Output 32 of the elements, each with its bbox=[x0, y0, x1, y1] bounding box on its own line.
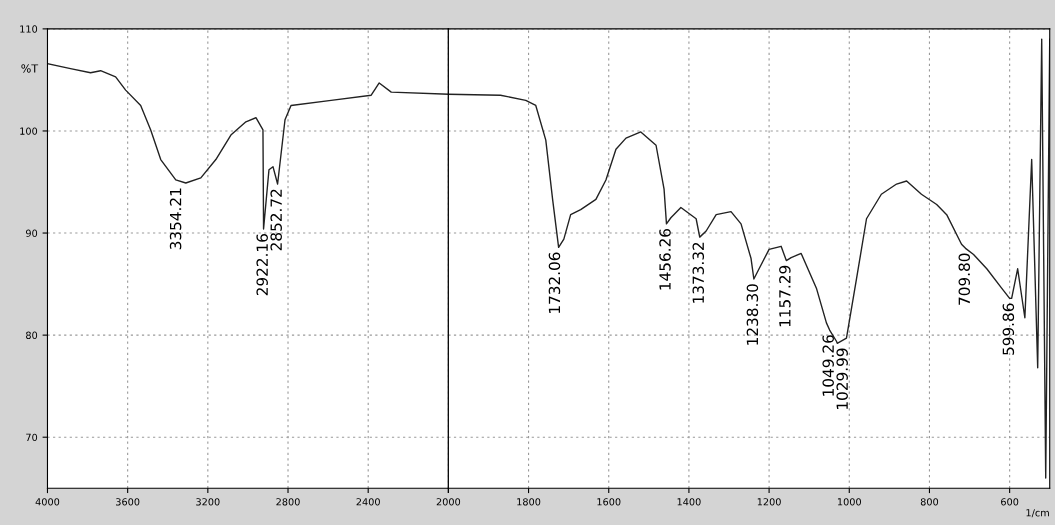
y-tick-label: 100 bbox=[20, 127, 38, 135]
x-tick-label: 1000 bbox=[837, 498, 861, 506]
y-tick-label: 70 bbox=[26, 433, 38, 442]
y-axis-title: %T bbox=[21, 64, 39, 73]
annotation: 1029.99 bbox=[836, 348, 848, 409]
x-tick-label: 1600 bbox=[597, 498, 621, 506]
annotation: 3354.21 bbox=[169, 188, 182, 250]
x-tick-label: 2400 bbox=[356, 498, 380, 506]
x-tick-label: 1400 bbox=[677, 498, 701, 506]
x-tick-label: 3600 bbox=[116, 498, 140, 506]
x-tick-label: 2000 bbox=[436, 498, 461, 506]
x-tick-label: 1800 bbox=[517, 498, 541, 506]
annotation: 2852.72 bbox=[270, 189, 282, 251]
x-tick-label: 800 bbox=[920, 498, 939, 506]
annotation: 1049.26 bbox=[822, 335, 834, 396]
annotation: 1732.06 bbox=[548, 252, 561, 313]
y-tick-label: 90 bbox=[25, 229, 38, 237]
x-axis-title: 1/cm bbox=[1026, 509, 1049, 518]
x-tick-label: 2800 bbox=[276, 498, 300, 506]
annotation: 1157.29 bbox=[779, 265, 791, 327]
x-tick-label: 1200 bbox=[757, 498, 781, 506]
x-tick-label: 600 bbox=[1001, 498, 1019, 506]
y-tick-label: 80 bbox=[26, 331, 38, 339]
annotation: 2922.16 bbox=[256, 234, 268, 296]
annotation: 1456.26 bbox=[659, 228, 671, 290]
annotation: 599.86 bbox=[1002, 303, 1015, 355]
y-tick-label: 110 bbox=[20, 25, 38, 33]
annotation: 709.80 bbox=[958, 253, 971, 305]
annotation: 1238.30 bbox=[746, 284, 759, 345]
x-tick-label: 4000 bbox=[35, 498, 60, 506]
x-tick-label: 3200 bbox=[196, 498, 220, 506]
annotation: 1373.32 bbox=[692, 242, 705, 303]
